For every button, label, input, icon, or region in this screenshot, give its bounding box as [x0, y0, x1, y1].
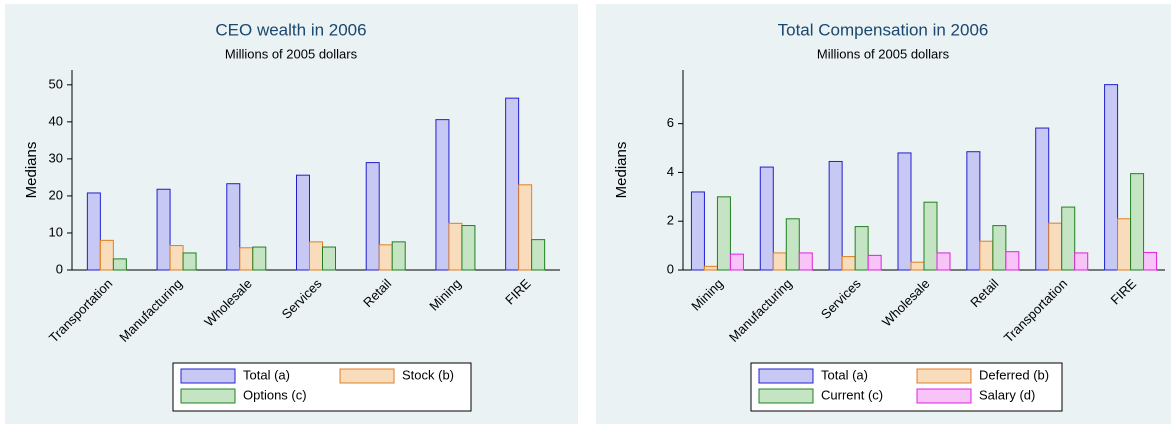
bar: [867, 254, 882, 271]
bar: [798, 252, 813, 271]
y-axis-label: Medians: [23, 142, 40, 199]
chart-subtitle: Millions of 2005 dollars: [817, 46, 950, 61]
legend-label: Current (c): [821, 387, 883, 402]
bar: [518, 184, 533, 271]
legend-swatch: [339, 368, 395, 384]
legend-label: Total (a): [821, 367, 868, 382]
legend-label: Deferred (b): [979, 367, 1049, 382]
bar: [729, 253, 744, 271]
bar: [1143, 251, 1158, 271]
bar: [910, 261, 925, 271]
legend-label: Total (a): [243, 367, 290, 382]
y-tick-label: 20: [49, 187, 63, 202]
y-tick-label: 2: [667, 213, 674, 228]
bar: [1005, 251, 1020, 271]
bar: [897, 152, 912, 271]
chart-title: CEO wealth in 2006: [215, 20, 366, 39]
bar: [772, 252, 787, 271]
bar: [322, 246, 336, 271]
bar: [923, 201, 938, 271]
bar: [1074, 252, 1089, 271]
legend-swatch: [180, 368, 236, 384]
y-tick-label: 6: [667, 115, 674, 130]
legend-swatch: [758, 388, 814, 404]
bar: [365, 162, 380, 271]
bar: [296, 174, 310, 271]
legend-swatch: [916, 388, 972, 404]
chart-subtitle: Millions of 2005 dollars: [225, 46, 358, 61]
bar: [112, 258, 127, 271]
bar: [391, 241, 406, 271]
bar: [703, 265, 718, 271]
y-tick-label: 50: [49, 76, 63, 91]
y-tick-label: 0: [56, 261, 63, 276]
bar: [169, 245, 184, 271]
bar: [239, 247, 254, 271]
bar: [531, 239, 546, 271]
bar: [448, 222, 463, 271]
bar: [785, 218, 800, 271]
bar: [252, 246, 267, 271]
legend-label: Salary (d): [979, 387, 1035, 402]
bar: [841, 256, 856, 271]
y-tick-label: 40: [49, 113, 63, 128]
bar: [378, 244, 393, 271]
bar: [435, 119, 450, 271]
bar: [966, 151, 981, 271]
bar: [309, 241, 323, 271]
y-axis-label: Medians: [613, 142, 630, 199]
bar: [716, 196, 731, 271]
bar: [505, 97, 520, 271]
bar: [1117, 218, 1132, 271]
bar: [1035, 127, 1050, 271]
legend-label: Options (c): [243, 387, 307, 402]
bar: [992, 225, 1007, 271]
legend-swatch: [758, 368, 814, 384]
chart-title: Total Compensation in 2006: [778, 20, 989, 39]
legend-swatch: [916, 368, 972, 384]
bar: [99, 239, 114, 271]
y-tick-label: 4: [667, 164, 674, 179]
bar: [936, 252, 951, 271]
bar: [1061, 206, 1076, 271]
panel: [596, 4, 1171, 424]
bar: [759, 166, 774, 271]
bar: [1130, 173, 1145, 271]
bar: [1048, 222, 1063, 271]
bar: [156, 188, 171, 271]
bar: [86, 192, 101, 271]
bar: [854, 226, 869, 271]
legend-swatch: [180, 388, 236, 404]
bar: [979, 240, 994, 271]
y-tick-label: 30: [49, 150, 63, 165]
y-tick-label: 0: [667, 261, 674, 276]
bar: [690, 191, 705, 271]
y-tick-label: 10: [49, 224, 63, 239]
bar: [828, 160, 843, 271]
bar: [226, 183, 241, 271]
bar: [182, 252, 197, 271]
legend-label: Stock (b): [402, 367, 454, 382]
bar: [461, 225, 476, 271]
bar: [1104, 84, 1119, 271]
